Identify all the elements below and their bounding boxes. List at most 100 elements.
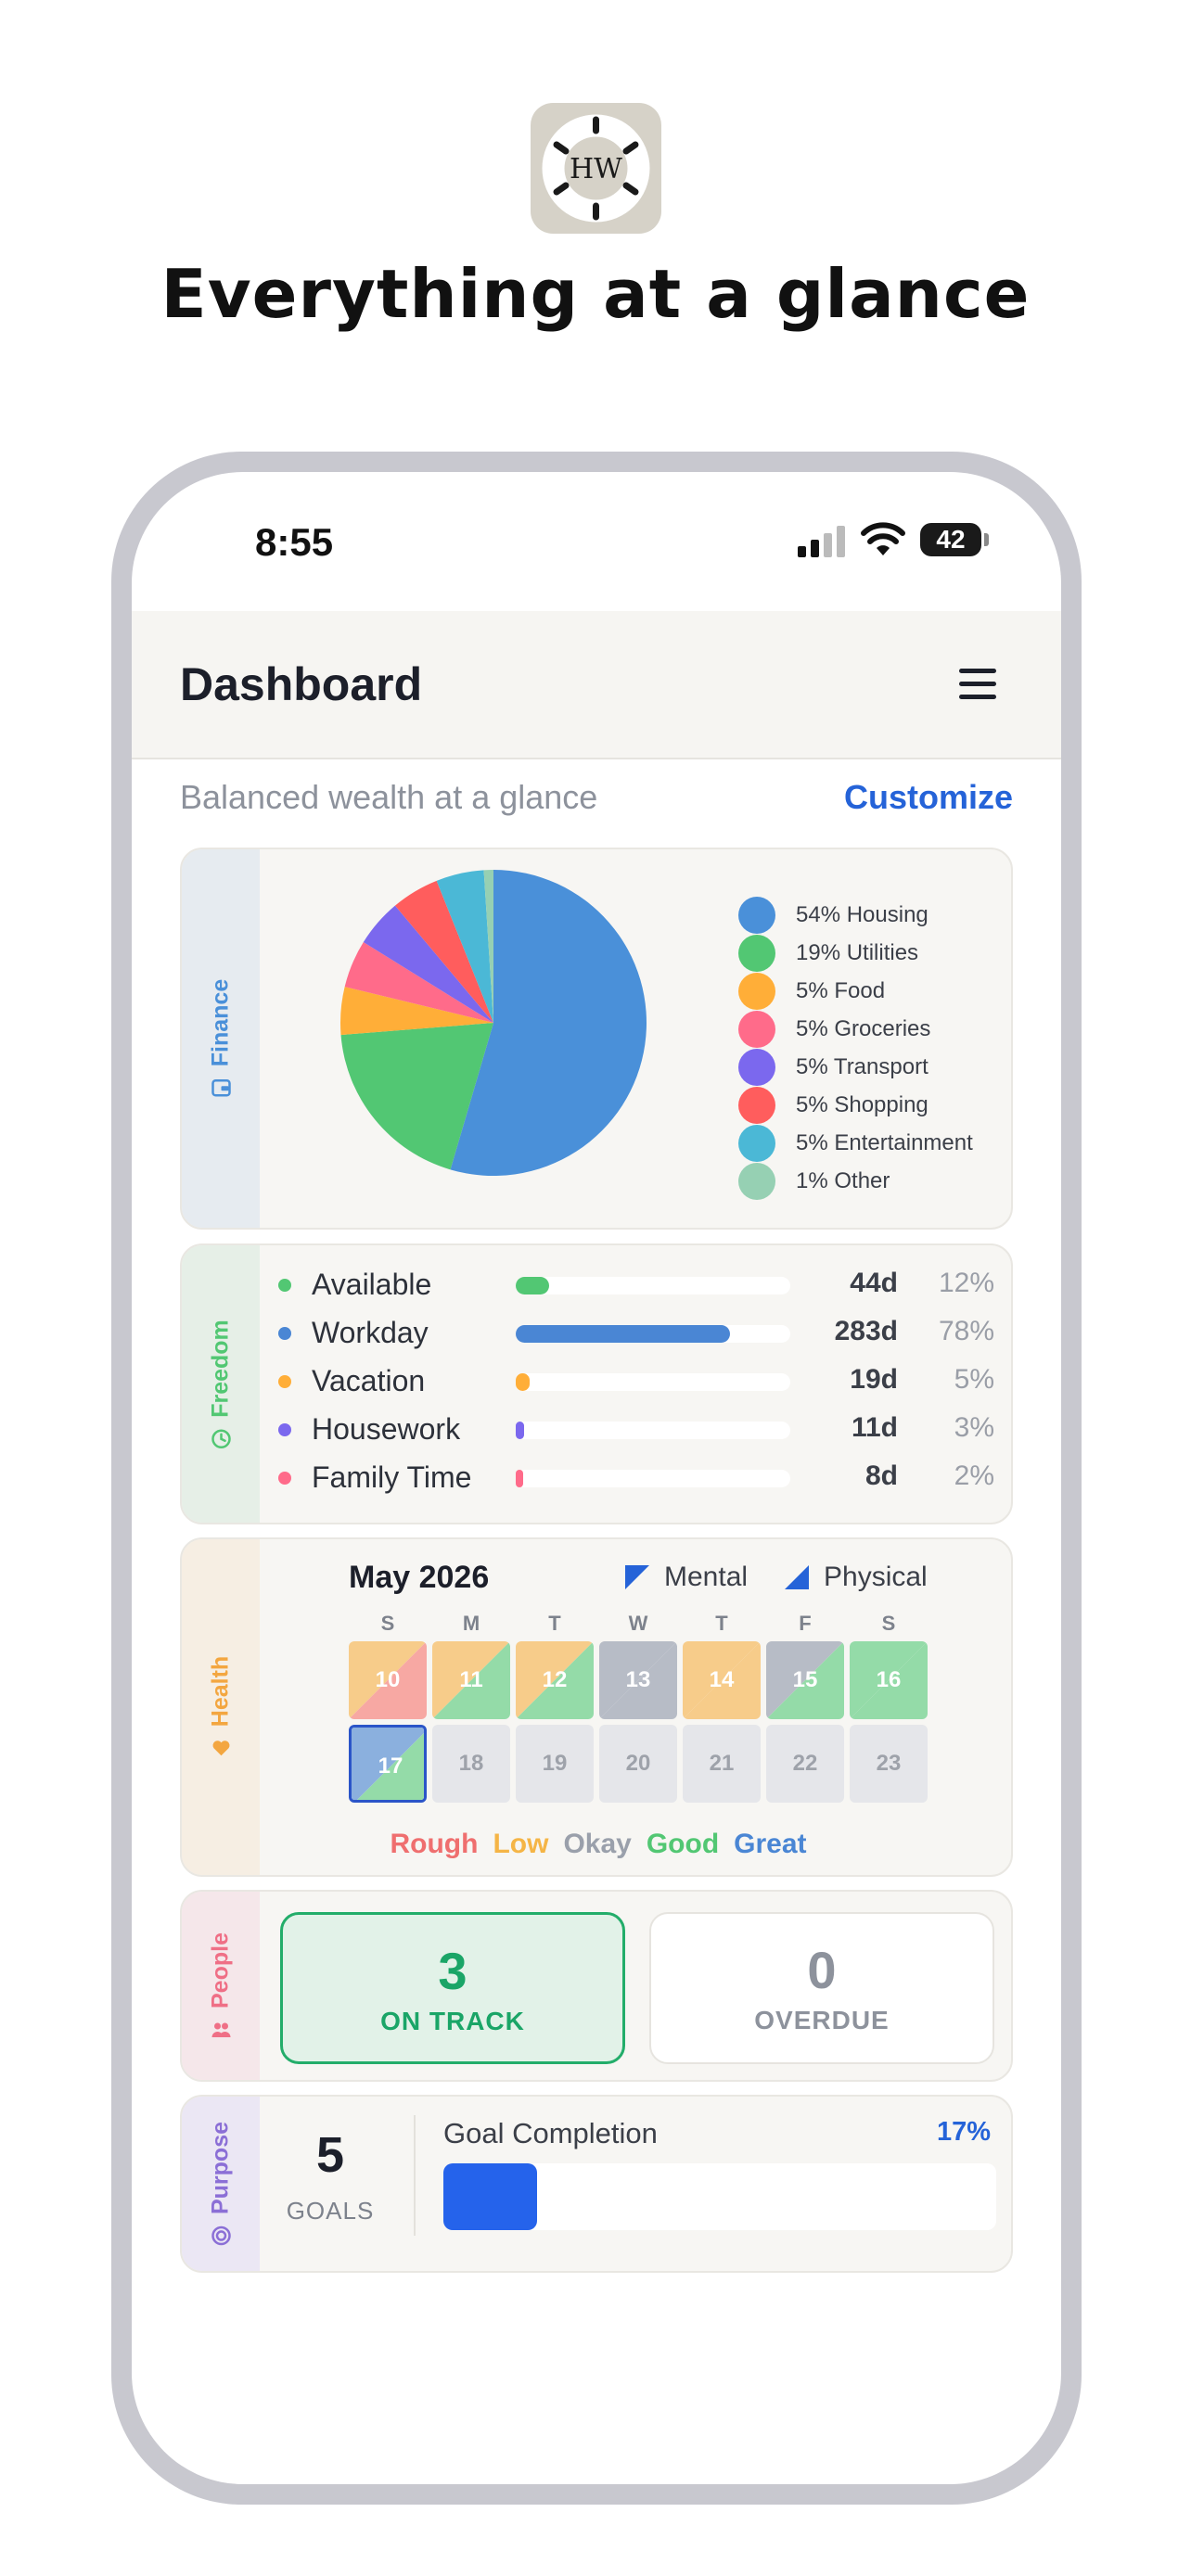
legend-mental: Mental: [625, 1562, 748, 1593]
purpose-sidebar: Purpose: [182, 2097, 260, 2271]
on-track-count: 3: [438, 1942, 467, 2000]
category-percent: 5%: [954, 1364, 994, 1395]
legend-label: 54% Housing: [796, 901, 928, 927]
category-bar: [516, 1470, 790, 1487]
freedom-card[interactable]: Freedom Available 44d 12% Workday 283d 78% Vac…: [180, 1243, 1013, 1524]
day-number: 23: [876, 1751, 902, 1776]
category-label: Family Time: [312, 1460, 472, 1494]
calendar-day[interactable]: 10: [349, 1641, 427, 1719]
calendar-day[interactable]: 13: [599, 1641, 677, 1719]
pie-slice-other: [483, 870, 493, 1023]
weekday-header: T: [715, 1612, 728, 1635]
legend-label: 1% Other: [796, 1167, 890, 1193]
people-card[interactable]: People 3 ON TRACK 0 OVERDUE: [180, 1890, 1013, 2082]
category-days: 19d: [850, 1364, 898, 1395]
purpose-card[interactable]: Purpose 5 GOALS Goal Completion 17%: [180, 2095, 1013, 2273]
goal-completion-bar: [443, 2163, 996, 2230]
calendar-day[interactable]: 15: [766, 1641, 844, 1719]
weekday-header: T: [548, 1612, 561, 1635]
health-label: Health: [207, 1655, 234, 1728]
health-card[interactable]: Health May 2026 Mental Physical S M T W T F S 1…: [180, 1537, 1013, 1877]
legend-item-housing: 54% Housing: [738, 896, 928, 934]
health-sidebar: Health: [182, 1539, 260, 1875]
mood-scale: Rough Low Okay Good Great: [182, 1829, 1011, 1860]
calendar-day[interactable]: 18: [432, 1725, 510, 1803]
phone-frame: 8:55 42 Dashboard Balanced wealth at a g…: [111, 452, 1082, 2505]
day-number: 12: [542, 1667, 568, 1692]
category-days: 283d: [834, 1316, 898, 1346]
legend-item-entertainment: 5% Entertainment: [738, 1124, 973, 1162]
battery-icon: 42: [920, 523, 989, 556]
category-dot: [278, 1423, 291, 1436]
category-bar: [516, 1277, 790, 1294]
category-bar: [516, 1325, 790, 1343]
on-track-label: ON TRACK: [380, 2007, 525, 2035]
signal-icon: [798, 526, 845, 557]
wallet-icon: [211, 1078, 231, 1097]
customize-button[interactable]: Customize: [843, 778, 1013, 816]
pie-slice-entertainment: [436, 870, 493, 1023]
mood-great: Great: [734, 1829, 807, 1859]
legend-swatch: [738, 1124, 775, 1162]
calendar-day[interactable]: 14: [683, 1641, 761, 1719]
category-dot: [278, 1375, 291, 1388]
goals-label: GOALS: [286, 2197, 375, 2225]
legend-item-shopping: 5% Shopping: [738, 1086, 928, 1124]
day-number: 10: [375, 1667, 401, 1692]
legend-item-transport: 5% Transport: [738, 1048, 928, 1086]
pie-slice-food: [340, 987, 493, 1036]
freedom-row-vacation: Vacation 19d 5%: [260, 1357, 1011, 1405]
calendar-day[interactable]: 20: [599, 1725, 677, 1803]
day-number: 16: [876, 1667, 902, 1692]
pie-slice-housing: [450, 870, 647, 1176]
wifi-icon: [861, 522, 905, 555]
calendar-day[interactable]: 19: [516, 1725, 594, 1803]
weekday-header: W: [628, 1612, 648, 1635]
day-number: 17: [378, 1753, 403, 1779]
legend-physical: Physical: [785, 1562, 928, 1593]
people-label: People: [207, 1932, 234, 2009]
category-days: 11d: [851, 1412, 898, 1443]
day-number: 19: [542, 1751, 568, 1776]
goals-divider: [414, 2115, 416, 2236]
app-logo: HW: [531, 103, 661, 234]
freedom-sidebar: Freedom: [182, 1245, 260, 1523]
finance-card[interactable]: Finance 54% Housing 19% Utilities 5% Food 5…: [180, 848, 1013, 1230]
legend-label: 5% Food: [796, 977, 886, 1003]
legend-item-food: 5% Food: [738, 972, 885, 1010]
calendar-day[interactable]: 23: [850, 1725, 928, 1803]
category-percent: 12%: [938, 1268, 994, 1298]
mood-okay: Okay: [563, 1829, 632, 1859]
category-label: Available: [312, 1268, 432, 1301]
calendar-month: May 2026: [349, 1560, 490, 1595]
pie-slice-utilities: [340, 1023, 493, 1170]
legend-label: 5% Shopping: [796, 1091, 928, 1117]
calendar-day[interactable]: 17: [349, 1725, 427, 1803]
category-bar-fill: [516, 1470, 523, 1487]
weekday-header: F: [799, 1612, 812, 1635]
clock-icon: [211, 1429, 231, 1448]
calendar-day[interactable]: 22: [766, 1725, 844, 1803]
legend-label: 19% Utilities: [796, 939, 919, 965]
mood-low: Low: [493, 1829, 549, 1859]
category-dot: [278, 1472, 291, 1485]
legend-item-groceries: 5% Groceries: [738, 1010, 930, 1048]
pie-slice-groceries: [344, 942, 493, 1023]
weekday-header: S: [380, 1612, 395, 1635]
category-label: Vacation: [312, 1364, 426, 1397]
on-track-tile[interactable]: 3 ON TRACK: [280, 1912, 625, 2064]
legend-item-other: 1% Other: [738, 1162, 890, 1200]
goal-completion-label: Goal Completion: [443, 2117, 658, 2149]
calendar-day[interactable]: 16: [850, 1641, 928, 1719]
legend-label: 5% Entertainment: [796, 1129, 973, 1155]
day-number: 22: [792, 1751, 818, 1776]
goals-count: 5: [315, 2127, 345, 2183]
calendar-day[interactable]: 21: [683, 1725, 761, 1803]
calendar-day[interactable]: 12: [516, 1641, 594, 1719]
pie-slice-transport: [363, 905, 493, 1023]
overdue-tile[interactable]: 0 OVERDUE: [649, 1912, 994, 2064]
mood-good: Good: [646, 1829, 720, 1859]
hamburger-menu-icon[interactable]: [959, 669, 996, 700]
calendar-day[interactable]: 11: [432, 1641, 510, 1719]
category-bar-fill: [516, 1373, 530, 1391]
